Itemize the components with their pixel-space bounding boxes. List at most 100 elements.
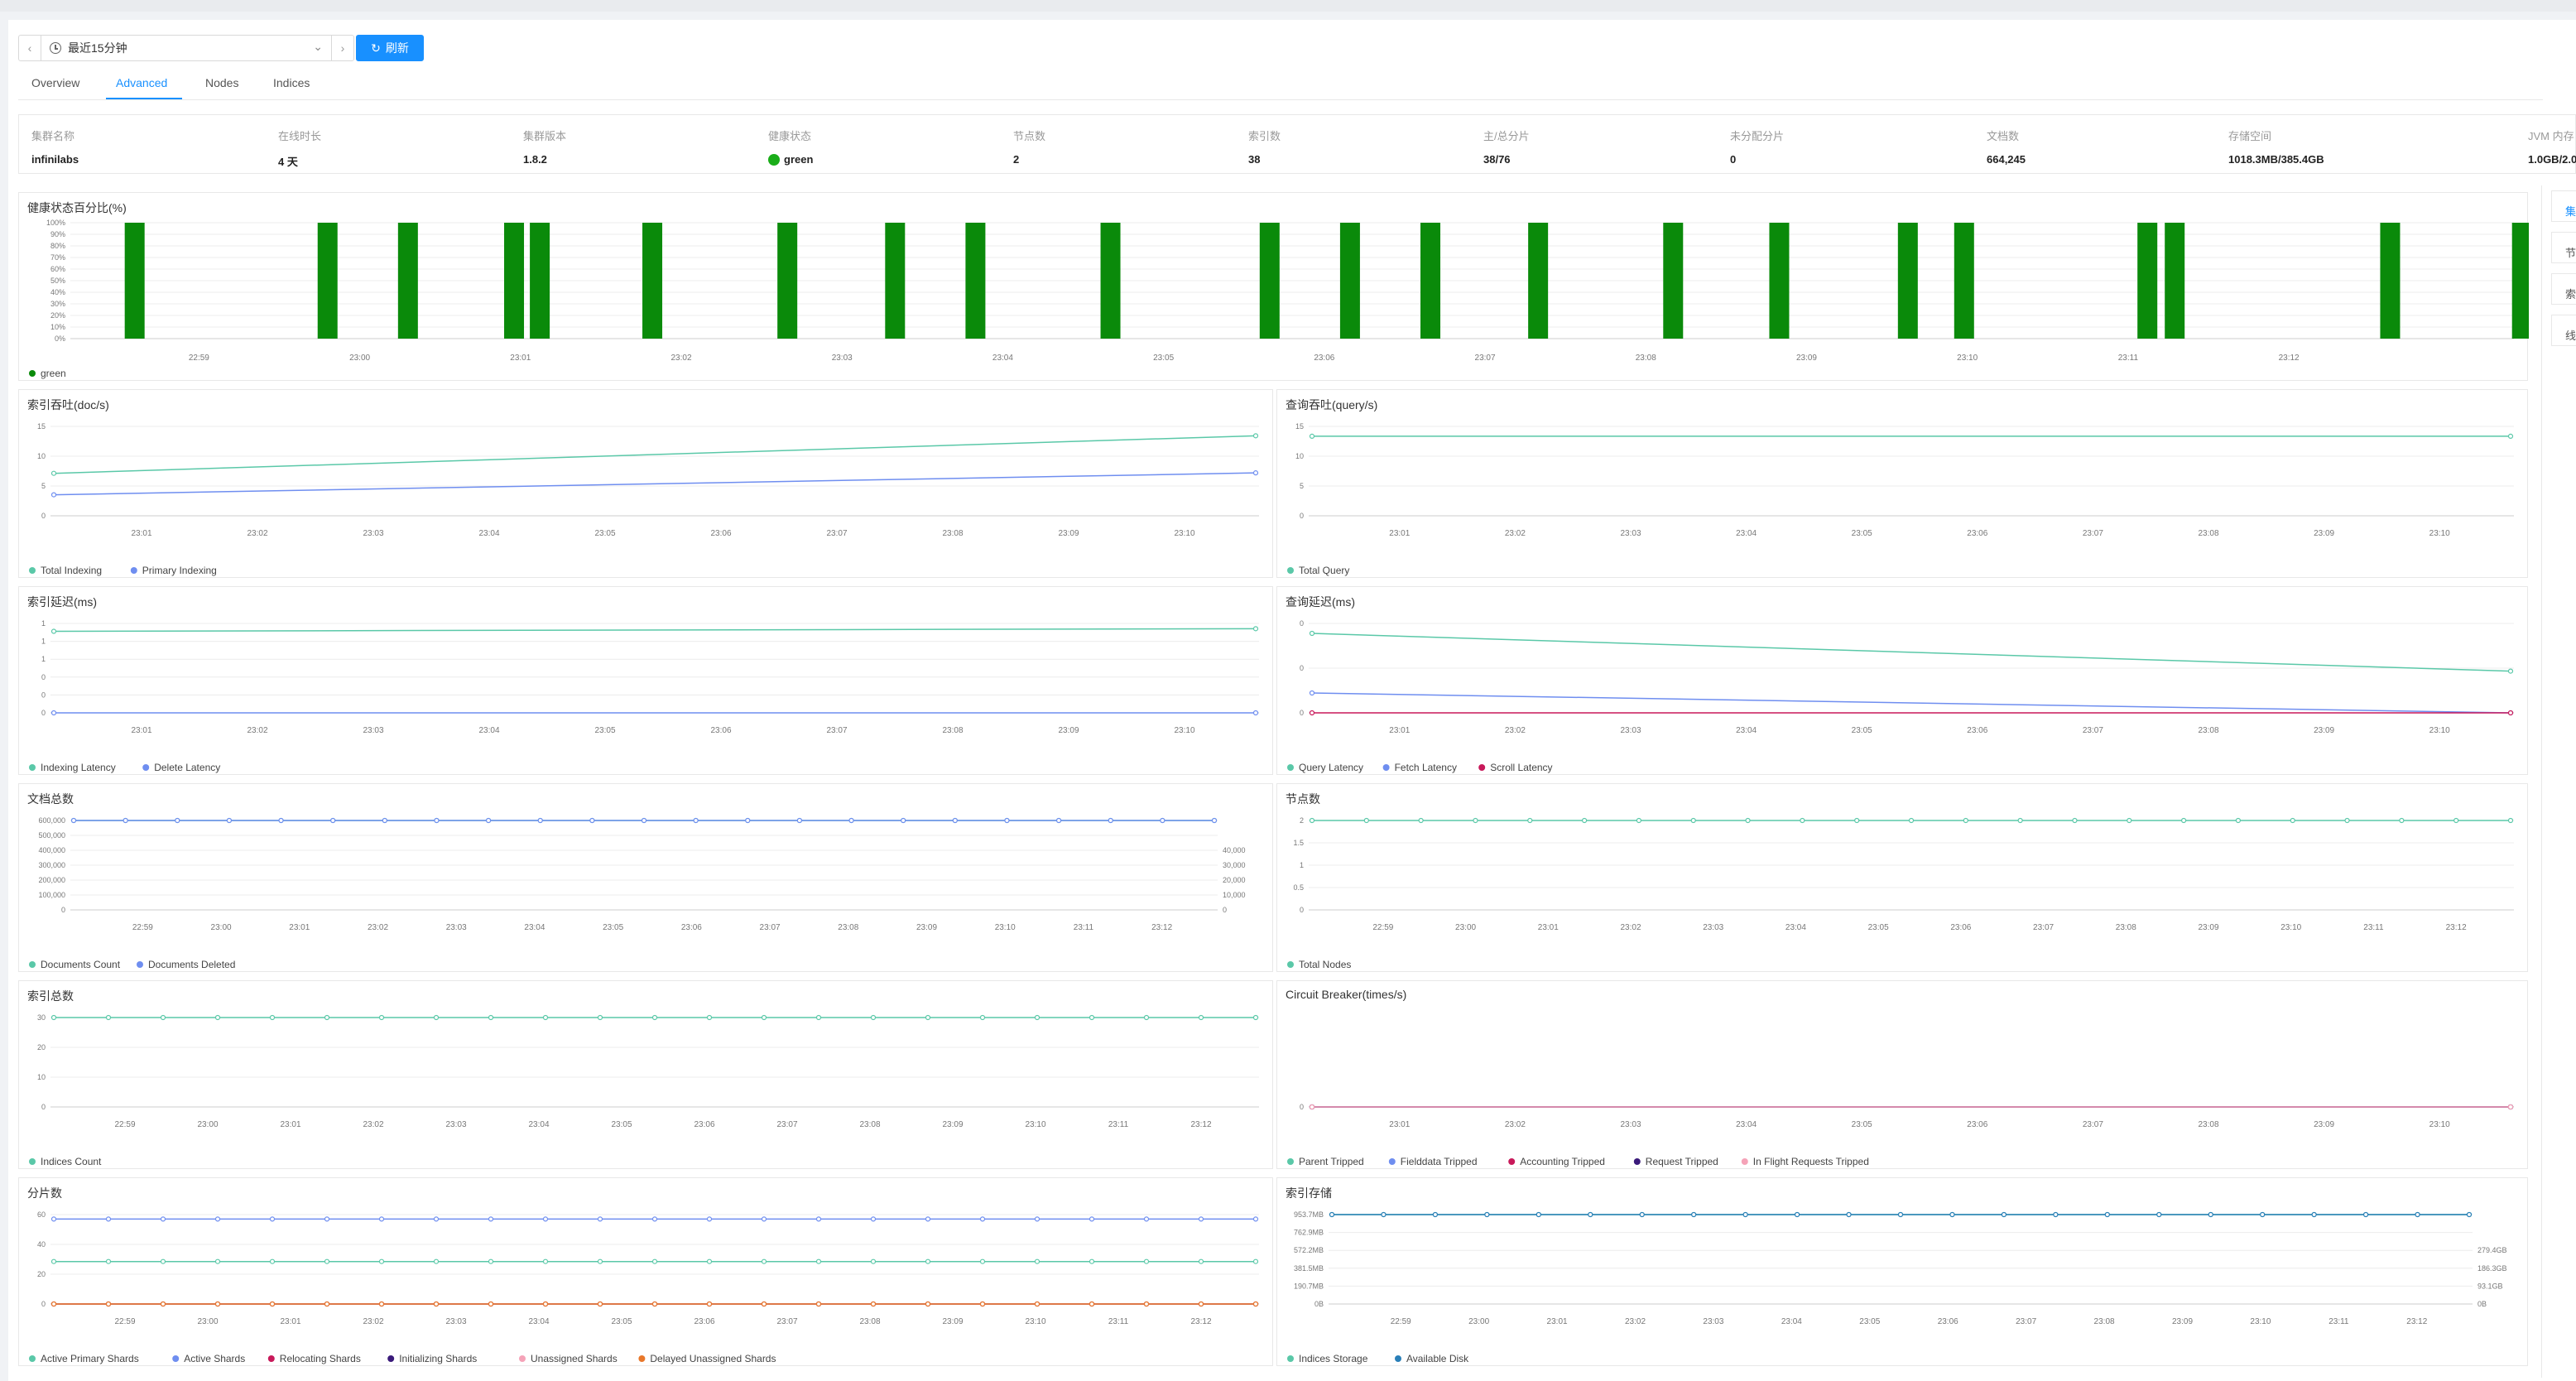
x-tick-label: 23:09 <box>2314 1120 2334 1129</box>
data-point <box>2260 1211 2266 1218</box>
data-point <box>1252 1301 1259 1307</box>
stat-value: green <box>784 153 814 166</box>
x-tick-label: 23:03 <box>1620 726 1641 735</box>
chart-legend: green <box>29 368 66 379</box>
x-tick-label: 23:03 <box>445 1317 466 1326</box>
anchor-link-index[interactable]: 索引 <box>2551 273 2576 305</box>
data-point <box>589 817 595 824</box>
x-tick-label: 23:01 <box>510 354 531 363</box>
data-point <box>269 1014 276 1021</box>
chart-title: 分片数 <box>27 1186 62 1200</box>
data-point <box>1252 470 1259 476</box>
time-range-picker[interactable]: 最近15分钟 ⌄ <box>41 35 332 61</box>
data-point <box>1854 817 1860 824</box>
x-tick-label: 23:02 <box>247 529 267 538</box>
y-tick-label: 40 <box>37 1240 46 1249</box>
legend-dot <box>638 1355 646 1362</box>
stat-docs: 文档数 664,245 <box>1987 128 2026 166</box>
data-point <box>488 1301 494 1307</box>
legend-label: Total Indexing <box>41 565 102 576</box>
x-tick-label: 23:06 <box>694 1120 714 1129</box>
legend-dot <box>1382 764 1390 771</box>
y-tick-label: 2 <box>1300 816 1304 825</box>
y-right-tick-label: 0B <box>2477 1300 2487 1308</box>
data-point <box>1742 1211 1748 1218</box>
data-point <box>651 1216 658 1222</box>
y-tick-label: 400,000 <box>38 846 65 854</box>
tab-advanced[interactable]: Advanced <box>116 76 168 89</box>
x-tick-label: 23:07 <box>2083 1120 2103 1129</box>
tab-nodes[interactable]: Nodes <box>205 76 239 89</box>
data-point <box>378 1301 385 1307</box>
tab-indices[interactable]: Indices <box>273 76 310 89</box>
x-tick-label: 23:12 <box>1190 1120 1211 1129</box>
x-tick-label: 23:07 <box>776 1317 797 1326</box>
data-point <box>815 1301 822 1307</box>
x-tick-label: 23:01 <box>289 923 310 932</box>
data-point <box>324 1301 330 1307</box>
legend-label: Indexing Latency <box>41 762 116 773</box>
data-point <box>214 1014 221 1021</box>
data-point <box>226 817 233 824</box>
x-tick-label: 23:00 <box>1468 1317 1489 1326</box>
x-tick-label: 23:06 <box>710 726 731 735</box>
data-point <box>160 1216 166 1222</box>
legend-label: Available Disk <box>1406 1353 1469 1364</box>
data-point <box>378 1014 385 1021</box>
health-bar <box>1259 223 1280 339</box>
legend-label: Primary Indexing <box>142 565 217 576</box>
data-point <box>1309 1104 1315 1110</box>
anchor-link-node[interactable]: 节点 <box>2551 232 2576 263</box>
data-point <box>1484 1211 1490 1218</box>
y-tick-label: 0 <box>1300 709 1304 717</box>
anchor-link-cluster[interactable]: 集群 <box>2551 190 2576 222</box>
data-point <box>2311 1211 2317 1218</box>
data-point <box>50 470 57 476</box>
data-point <box>1897 1211 1904 1218</box>
data-point <box>105 1216 112 1222</box>
series-line <box>1311 692 2511 714</box>
data-point <box>815 1216 822 1222</box>
index-throughput-chart: 15 10 5 0 23:01 23:02 23:03 23:04 23:05 23:06 23:0… <box>29 422 1259 576</box>
data-point <box>269 1301 276 1307</box>
y-tick-label: 0 <box>61 906 65 914</box>
legend-dot <box>142 764 150 771</box>
legend-dot <box>1388 1158 1396 1165</box>
stat-label: 在线时长 <box>278 130 322 142</box>
y-right-tick-label: 20,000 <box>1223 876 1246 884</box>
next-range-button[interactable]: › <box>331 35 354 61</box>
legend-dot <box>29 764 36 771</box>
x-tick-label: 23:02 <box>368 923 388 932</box>
legend-label: Request Tripped <box>1646 1156 1718 1167</box>
tabs-divider <box>18 99 2543 100</box>
data-point <box>901 817 906 824</box>
data-point <box>651 1258 658 1264</box>
legend-label: Fetch Latency <box>1395 762 1457 773</box>
x-tick-label: 23:01 <box>1389 529 1410 538</box>
y-tick-label: 5 <box>1300 482 1304 490</box>
data-point <box>2127 817 2132 824</box>
y-tick-label: 20 <box>37 1043 46 1051</box>
index-latency-chart: 1 1 1 0 0 0 23:01 23:02 23:03 23:04 23:05 23:06 23:0… <box>29 619 1259 773</box>
x-tick-label: 23:08 <box>942 529 963 538</box>
legend-label: Documents Deleted <box>148 959 235 970</box>
anchor-link-thread[interactable]: 线程 <box>2551 315 2576 346</box>
data-point <box>641 817 647 824</box>
stat-nodes: 节点数 2 <box>1013 128 1045 166</box>
legend-dot <box>1287 567 1294 574</box>
data-point <box>324 1216 330 1222</box>
stat-value: infinilabs <box>31 153 79 166</box>
data-point <box>597 1216 603 1222</box>
y-tick-label: 90% <box>50 230 65 238</box>
top-strip <box>0 0 2576 12</box>
chart-title: 索引吞吐(doc/s) <box>27 398 109 411</box>
refresh-button[interactable]: ↻ 刷新 <box>356 35 424 61</box>
health-bar <box>1897 223 1918 339</box>
tab-overview[interactable]: Overview <box>31 76 80 89</box>
index-storage-card: 索引存储 953.7MB 762.9MB 572.2MB 381.5MB 190.7MB… <box>1276 1177 2528 1366</box>
stat-unassigned-shards: 未分配分片 0 <box>1730 128 1784 166</box>
data-point <box>537 817 543 824</box>
data-point <box>105 1301 112 1307</box>
data-point <box>1108 817 1113 824</box>
prev-range-button[interactable]: ‹ <box>18 35 41 61</box>
